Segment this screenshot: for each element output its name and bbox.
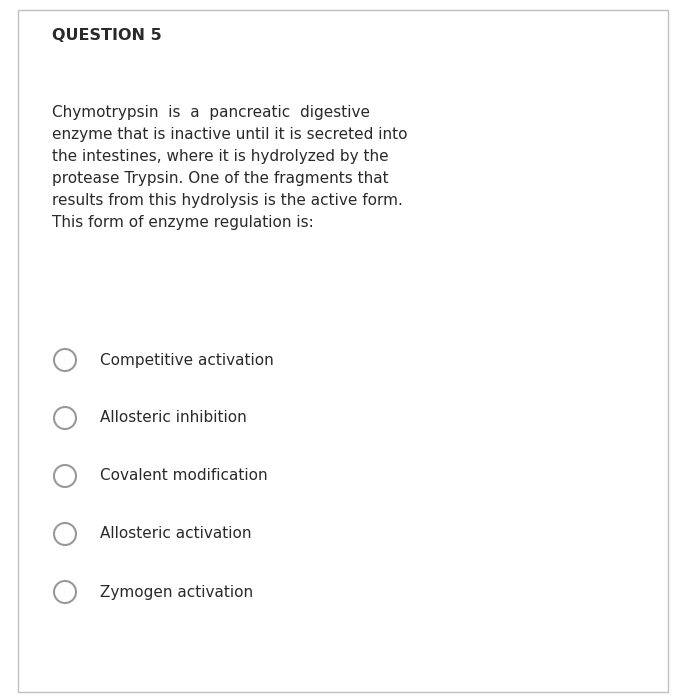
Circle shape bbox=[54, 581, 76, 603]
Circle shape bbox=[54, 407, 76, 429]
Text: QUESTION 5: QUESTION 5 bbox=[52, 28, 162, 43]
Text: Allosteric activation: Allosteric activation bbox=[100, 526, 252, 542]
Text: results from this hydrolysis is the active form.: results from this hydrolysis is the acti… bbox=[52, 193, 403, 208]
Text: the intestines, where it is hydrolyzed by the: the intestines, where it is hydrolyzed b… bbox=[52, 149, 389, 164]
Text: Chymotrypsin  is  a  pancreatic  digestive: Chymotrypsin is a pancreatic digestive bbox=[52, 105, 370, 120]
Circle shape bbox=[54, 523, 76, 545]
Text: enzyme that is inactive until it is secreted into: enzyme that is inactive until it is secr… bbox=[52, 127, 407, 142]
Text: Zymogen activation: Zymogen activation bbox=[100, 584, 253, 599]
Circle shape bbox=[54, 349, 76, 371]
Text: Allosteric inhibition: Allosteric inhibition bbox=[100, 410, 247, 426]
Text: Competitive activation: Competitive activation bbox=[100, 353, 274, 368]
Text: This form of enzyme regulation is:: This form of enzyme regulation is: bbox=[52, 215, 314, 230]
Text: protease Trypsin. One of the fragments that: protease Trypsin. One of the fragments t… bbox=[52, 171, 389, 186]
Circle shape bbox=[54, 465, 76, 487]
Text: Covalent modification: Covalent modification bbox=[100, 468, 268, 484]
